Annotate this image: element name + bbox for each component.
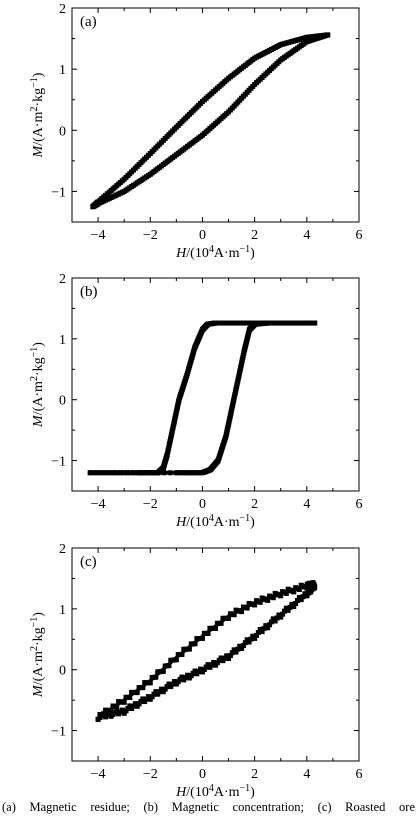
x-tick-label: −4 [91,497,106,512]
data-point [153,689,159,695]
y-axis-title: M/(A·m2·kg−1) [29,342,47,428]
data-point [147,696,153,702]
data-point [116,699,122,705]
x-tick-label: 2 [251,767,258,782]
panel-label: (b) [80,284,98,300]
data-point [259,595,265,601]
chart-panel-3: −4 −2 0 2 4 6 −1 0 1 2 (c) H/(104A·m−1) M/(A·m2·kg−1… [29,542,363,800]
data-series-branch-2 [95,582,318,722]
data-series-branch-1 [90,32,331,210]
y-tick-label: 1 [59,333,66,348]
data-point [207,625,213,631]
y-tick-label: −1 [51,725,66,740]
x-tick-label: 6 [356,767,363,782]
panel-label: (c) [80,554,97,570]
data-point [114,708,120,714]
figure-canvas: −4 −2 0 2 4 6 −1 0 1 2 (a) H/(104A·m−1) M/(A·m2·kg−1… [29,2,363,800]
plot-frame [71,7,360,223]
x-tick-label: −4 [91,228,106,243]
y-tick-label: 2 [59,272,66,287]
data-point [285,586,291,592]
data-line [97,584,316,719]
data-point [140,696,146,702]
x-tick-label: 4 [303,497,310,512]
y-tick-label: 2 [59,542,66,557]
data-point [233,607,239,613]
data-point [218,655,224,661]
data-point [87,470,93,476]
data-point [272,590,278,596]
data-series-branch-2 [90,32,331,210]
y-axis-title: M/(A·m2·kg−1) [29,72,47,158]
y-axis-title: M/(A·m2·kg−1) [29,612,47,698]
data-line [91,33,329,209]
data-point [192,668,198,674]
x-tick-label: 4 [303,228,310,243]
panel-label: (a) [80,14,97,30]
y-tick-label: 0 [59,664,66,679]
x-tick-label: −2 [143,767,158,782]
chart-panel-2: −4 −2 0 2 4 6 −1 0 1 2 (b) H/(104A·m−1) M/(A·m2·kg−1… [29,272,363,530]
x-axis-title: H/(104A·m−1) [175,783,255,801]
y-tick-label: −1 [51,185,66,200]
y-tick-label: 2 [59,2,66,17]
data-point [311,582,317,588]
plot-frame [71,277,360,492]
data-point [179,674,185,680]
y-tick-label: 1 [59,63,66,78]
x-tick-label: 0 [199,228,206,243]
plot-frame [71,547,360,762]
data-point [298,582,304,588]
x-tick-label: −2 [143,228,158,243]
x-tick-label: 6 [356,228,363,243]
data-point [166,681,172,687]
x-tick-label: −2 [143,497,158,512]
data-point [312,320,318,326]
data-point [127,703,133,709]
x-tick-label: 4 [303,767,310,782]
data-line [97,582,316,719]
x-tick-label: 0 [199,497,206,512]
x-axis-title: H/(104A·m−1) [175,513,255,531]
y-tick-label: −1 [51,455,66,470]
x-tick-label: 2 [251,497,258,512]
data-series-branch-2 [87,320,318,476]
data-point [205,662,211,668]
figure-caption: (a) Magnetic residue; (b) Magnetic conce… [2,800,415,814]
data-point [129,689,135,695]
x-tick-label: 2 [251,228,258,243]
data-point [103,707,109,713]
data-point [142,680,148,686]
data-point [246,600,252,606]
x-tick-label: 0 [199,767,206,782]
data-point [160,689,166,695]
chart-panel-1: −4 −2 0 2 4 6 −1 0 1 2 (a) H/(104A·m−1) M/(A·m2·kg−1… [29,2,363,261]
y-tick-label: 0 [59,124,66,139]
x-tick-label: −4 [91,767,106,782]
y-tick-label: 1 [59,603,66,618]
data-series-branch-1 [87,320,318,476]
x-tick-label: 6 [356,497,363,512]
data-point [101,711,107,717]
data-line [90,321,315,475]
data-point [226,656,232,662]
x-axis-title: H/(104A·m−1) [175,244,255,262]
y-tick-label: 0 [59,394,66,409]
data-line [90,321,315,475]
data-series-branch-1 [95,580,318,722]
data-line [91,33,328,209]
